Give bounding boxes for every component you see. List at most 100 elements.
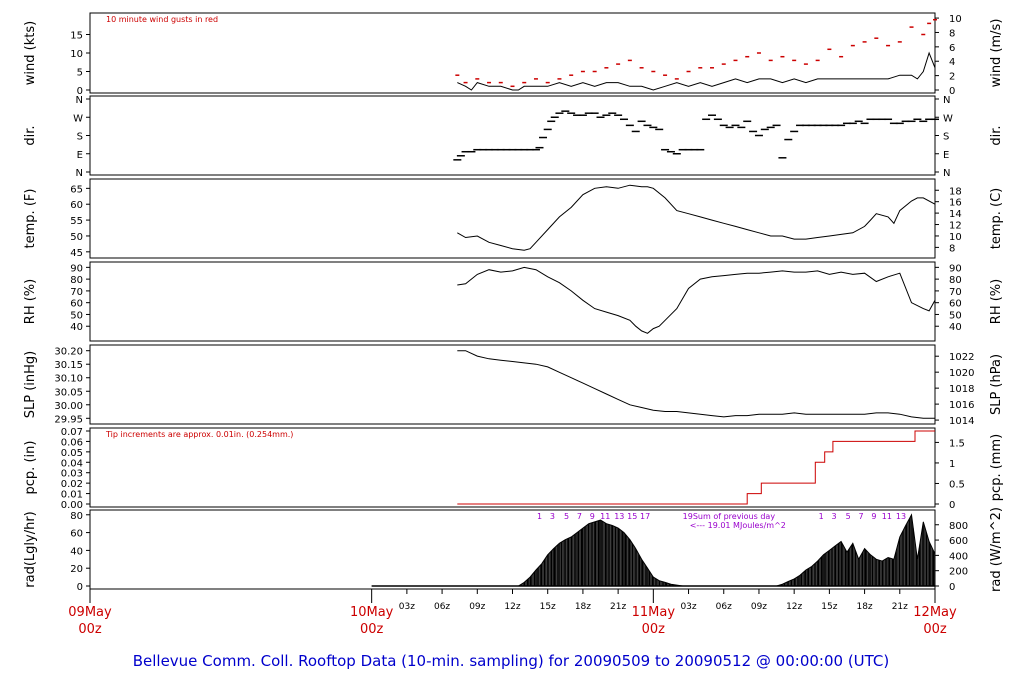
tick-label-left: 70 [70, 287, 83, 298]
panel-wind: wind (kts) wind (m/s) 0 5 10 15 0 2 4 6 8 10 10 minu… [23, 12, 1004, 97]
panel-frame [89, 12, 936, 94]
tick-label-left: 20 [70, 564, 83, 575]
tick-label-left: 0.02 [61, 479, 83, 490]
time-tick-label: 03z [399, 602, 415, 612]
panel-rad: rad(Lgly/hr) rad (W/m^2)02040608002004006… [23, 507, 1004, 593]
time-tick-label: 21z [892, 602, 908, 612]
day-label: 10May [350, 605, 394, 620]
tick-label-right: 10 [949, 232, 962, 243]
time-tick-label: 12z [504, 602, 520, 612]
series-line [457, 51, 936, 91]
tick-label-left: 60 [70, 529, 83, 540]
panel-slp: SLP (inHg) SLP (hPa) 29.95 30.00 30.05 30.10 3… [23, 344, 1004, 427]
series-step [457, 430, 935, 505]
tick-label-left: 50 [70, 310, 83, 321]
tick-label-left: 0 [77, 582, 83, 593]
time-tick-label: 18z [856, 602, 872, 612]
time-tick-label: 12z [786, 602, 802, 612]
tick-label-right: 8 [949, 28, 955, 39]
panel-frame [89, 95, 936, 176]
tick-label-left: 30.20 [54, 347, 83, 358]
time-tick-label: 06z [434, 602, 450, 612]
radiation-hour-number: 15 [627, 512, 637, 521]
radiation-hour-number: 9 [590, 512, 595, 521]
day-hour-label: 00z [923, 622, 947, 637]
radiation-hour-number: 3 [550, 512, 555, 521]
radiation-hour-number: 7 [577, 512, 582, 521]
radiation-hour-number: 1 [537, 512, 542, 521]
radiation-hour-number: 11 [600, 512, 610, 521]
tick-label-left: 40 [70, 546, 83, 557]
series-line [457, 350, 935, 419]
tick-label-right: 1014 [949, 416, 974, 427]
day-hour-label: 00z [78, 622, 102, 637]
day-label: 12May [913, 605, 957, 620]
tick-label-right: 800 [949, 521, 968, 532]
panel-dir: dir. dir.N NW WS SE EN N [23, 95, 1004, 179]
panel-frame [89, 344, 936, 425]
axis-label-right: rad (W/m^2) [989, 507, 1004, 592]
tick-label-left: 55 [70, 216, 83, 227]
tick-label-left: 30.05 [54, 387, 83, 398]
axis-label-left: wind (kts) [23, 21, 38, 85]
series-line [457, 184, 936, 251]
radiation-hour-number: 5 [564, 512, 569, 521]
tick-label-left: 0 [77, 86, 83, 97]
tick-label-left: 40 [70, 322, 83, 333]
tick-label-right: E [943, 150, 949, 161]
tick-label-right: 70 [949, 287, 962, 298]
tick-label-left: 60 [70, 200, 83, 211]
tick-label-left: N [76, 168, 83, 179]
tick-label-right: 400 [949, 551, 968, 562]
tick-label-right: 200 [949, 567, 968, 578]
radiation-hour-number: 7 [859, 512, 864, 521]
tick-label-right: 18 [949, 186, 962, 197]
day-label: 09May [68, 605, 112, 620]
tick-label-right: 50 [949, 310, 962, 321]
tick-label-left: 0.04 [61, 458, 83, 469]
axis-label-right: wind (m/s) [989, 19, 1004, 88]
tick-label-right: 16 [949, 198, 962, 209]
panel-frame [89, 427, 936, 508]
tick-label-right: 6 [949, 43, 955, 54]
time-tick-label: 09z [751, 602, 767, 612]
panel-annotation: 10 minute wind gusts in red [106, 15, 218, 24]
radiation-hour-number: 13 [896, 512, 906, 521]
chart-title: Bellevue Comm. Coll. Rooftop Data (10-mi… [133, 652, 890, 670]
tick-label-left: 30.15 [54, 360, 83, 371]
tick-label-left: 60 [70, 299, 83, 310]
time-tick-label: 15z [540, 602, 556, 612]
radiation-hour-number: 13 [614, 512, 624, 521]
tick-label-left: 15 [70, 31, 83, 42]
tick-label-right: 4 [949, 57, 955, 68]
series-line [457, 266, 936, 334]
tick-label-left: 5 [77, 68, 83, 79]
axis-label-left: rad(Lgly/hr) [23, 511, 38, 587]
time-axis: 03z 06z 09z 12z 15z 18z 21z 03z 06z 09z 12z 15z 18z 2… [68, 589, 957, 637]
radiation-hour-number: 5 [846, 512, 851, 521]
radiation-hour-number: 11 [882, 512, 892, 521]
tick-label-right: S [943, 132, 949, 143]
tick-label-right: 60 [949, 299, 962, 310]
tick-label-right: 1018 [949, 384, 974, 395]
tick-label-right: 14 [949, 209, 962, 220]
time-tick-label: 09z [469, 602, 485, 612]
radiation-hour-number: 1 [819, 512, 824, 521]
tick-label-left: 65 [70, 184, 83, 195]
tick-label-left: E [77, 150, 83, 161]
tick-label-right: 0 [949, 86, 955, 97]
tick-label-right: N [943, 168, 950, 179]
tick-label-right: N [943, 95, 950, 106]
tick-label-left: 0.03 [61, 469, 83, 480]
tick-label-left: N [76, 95, 83, 106]
tick-label-right: 0.5 [949, 479, 965, 490]
axis-label-right: temp. (C) [989, 188, 1004, 250]
time-tick-label: 15z [821, 602, 837, 612]
tick-label-right: 1020 [949, 368, 974, 379]
panel-annotation: Tip increments are approx. 0.01in. (0.25… [105, 430, 293, 439]
panel-frame [89, 261, 936, 342]
radiation-hour-number: 17 [640, 512, 650, 521]
